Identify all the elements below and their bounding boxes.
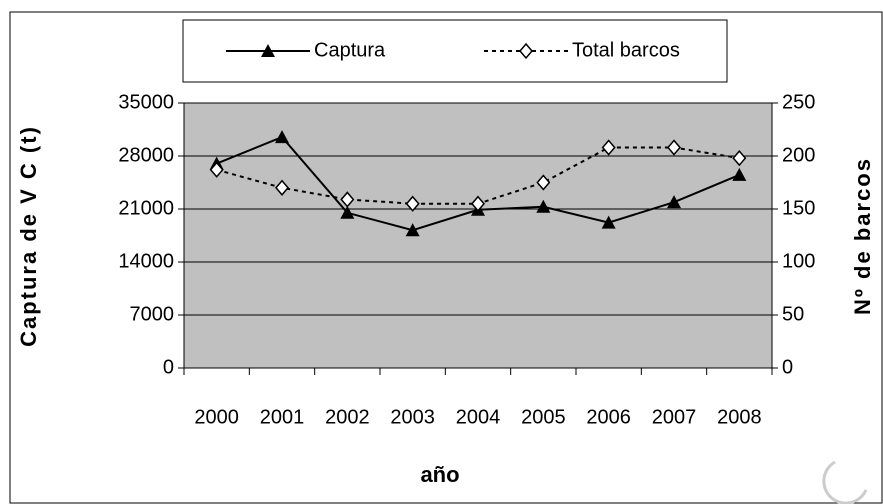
y-tick-label: 14000	[118, 250, 174, 272]
legend-label: Captura	[314, 39, 386, 61]
x-axis-title: año	[420, 462, 459, 487]
y-axis-title: Captura de V C (t)	[16, 125, 41, 347]
data-point	[601, 139, 616, 156]
legend-marker	[261, 44, 275, 57]
x-tick-label: 2007	[652, 406, 697, 428]
y2-tick-label: 200	[782, 144, 815, 166]
data-point	[209, 161, 224, 178]
y-tick-label: 7000	[130, 303, 175, 325]
x-tick-label: 2006	[586, 406, 631, 428]
legend-label: Total barcos	[572, 39, 680, 61]
y2-tick-label: 50	[782, 303, 804, 325]
data-point	[405, 223, 420, 237]
plot-area	[183, 102, 773, 369]
data-point	[275, 179, 289, 196]
y2-tick-label: 0	[782, 356, 793, 378]
x-tick-label: 2002	[325, 406, 370, 428]
y-tick-label: 35000	[118, 91, 174, 113]
data-point	[340, 191, 355, 208]
data-point	[536, 199, 551, 213]
x-tick-label: 2003	[390, 406, 435, 428]
data-point	[340, 205, 355, 219]
y2-axis-title: Nº de barcos	[850, 157, 875, 315]
y2-tick-label: 250	[782, 91, 815, 113]
data-point	[601, 215, 616, 229]
data-point	[471, 195, 485, 212]
x-tick-label: 2005	[521, 406, 566, 428]
decor-arrow	[822, 460, 868, 504]
legend-marker	[519, 42, 533, 60]
data-point	[732, 167, 747, 181]
x-tick-label: 2001	[260, 406, 305, 428]
y-tick-label: 21000	[118, 197, 174, 219]
x-tick-label: 2000	[194, 406, 239, 428]
data-point	[405, 195, 420, 212]
data-point	[536, 174, 551, 191]
y2-tick-label: 100	[782, 250, 815, 272]
y2-tick-label: 150	[782, 197, 815, 219]
x-tick-label: 2004	[456, 406, 501, 428]
data-point	[732, 149, 747, 167]
data-point	[275, 130, 289, 144]
x-tick-label: 2008	[717, 406, 762, 428]
data-point	[667, 139, 681, 156]
data-point	[667, 195, 681, 209]
y-tick-label: 28000	[118, 144, 174, 166]
y-tick-label: 0	[163, 356, 174, 378]
